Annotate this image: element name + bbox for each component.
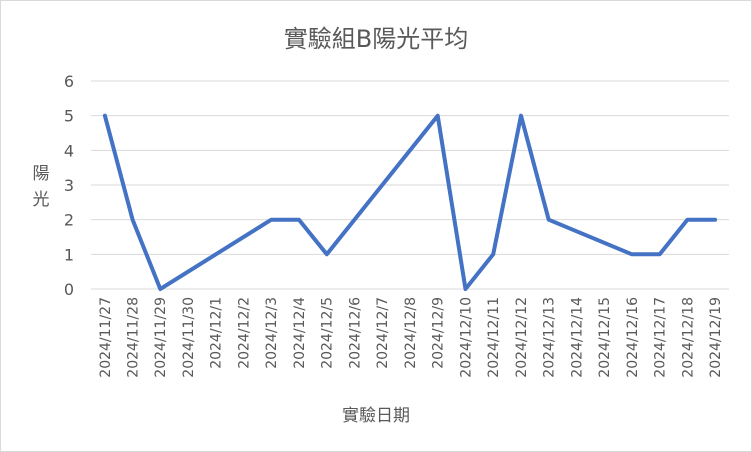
y-tick-label: 1 <box>64 245 74 264</box>
x-tick-label: 2024/12/6 <box>347 297 363 369</box>
x-tick-label: 2024/12/18 <box>680 297 696 378</box>
x-tick-label: 2024/12/17 <box>653 297 669 378</box>
x-tick-label: 2024/11/27 <box>98 297 114 378</box>
y-tick-label: 2 <box>64 211 74 230</box>
x-axis-label: 實驗日期 <box>342 406 410 426</box>
x-tick-label: 2024/12/10 <box>458 297 474 378</box>
x-tick-label: 2024/12/3 <box>264 297 280 369</box>
x-tick-label: 2024/12/14 <box>569 297 585 378</box>
x-tick-label: 2024/12/19 <box>708 297 724 378</box>
x-tick-label: 2024/12/9 <box>431 297 447 369</box>
chart-title: 實驗組B陽光平均 <box>283 25 469 53</box>
x-tick-label: 2024/12/11 <box>486 297 502 378</box>
x-tick-label: 2024/12/13 <box>542 297 558 378</box>
x-tick-label: 2024/12/7 <box>375 297 391 369</box>
x-tick-label: 2024/11/29 <box>153 297 169 378</box>
x-tick-label: 2024/12/15 <box>597 297 613 378</box>
y-tick-label: 4 <box>64 141 74 160</box>
y-axis-label: 陽光 <box>32 164 50 210</box>
x-tick-label: 2024/12/12 <box>514 297 530 378</box>
y-tick-label: 0 <box>64 280 74 299</box>
x-tick-label: 2024/11/28 <box>126 297 142 378</box>
x-tick-label: 2024/11/30 <box>181 297 197 378</box>
y-tick-label: 5 <box>64 107 74 126</box>
x-tick-label: 2024/12/4 <box>292 297 308 369</box>
x-tick-label: 2024/12/5 <box>320 297 336 369</box>
y-tick-label: 3 <box>64 176 74 195</box>
series-line <box>102 113 718 291</box>
x-tick-label: 2024/12/16 <box>625 297 641 378</box>
y-tick-label: 6 <box>64 72 74 91</box>
x-tick-label: 2024/12/8 <box>403 297 419 369</box>
x-tick-label: 2024/12/2 <box>236 297 252 369</box>
x-tick-label: 2024/12/1 <box>209 297 225 369</box>
